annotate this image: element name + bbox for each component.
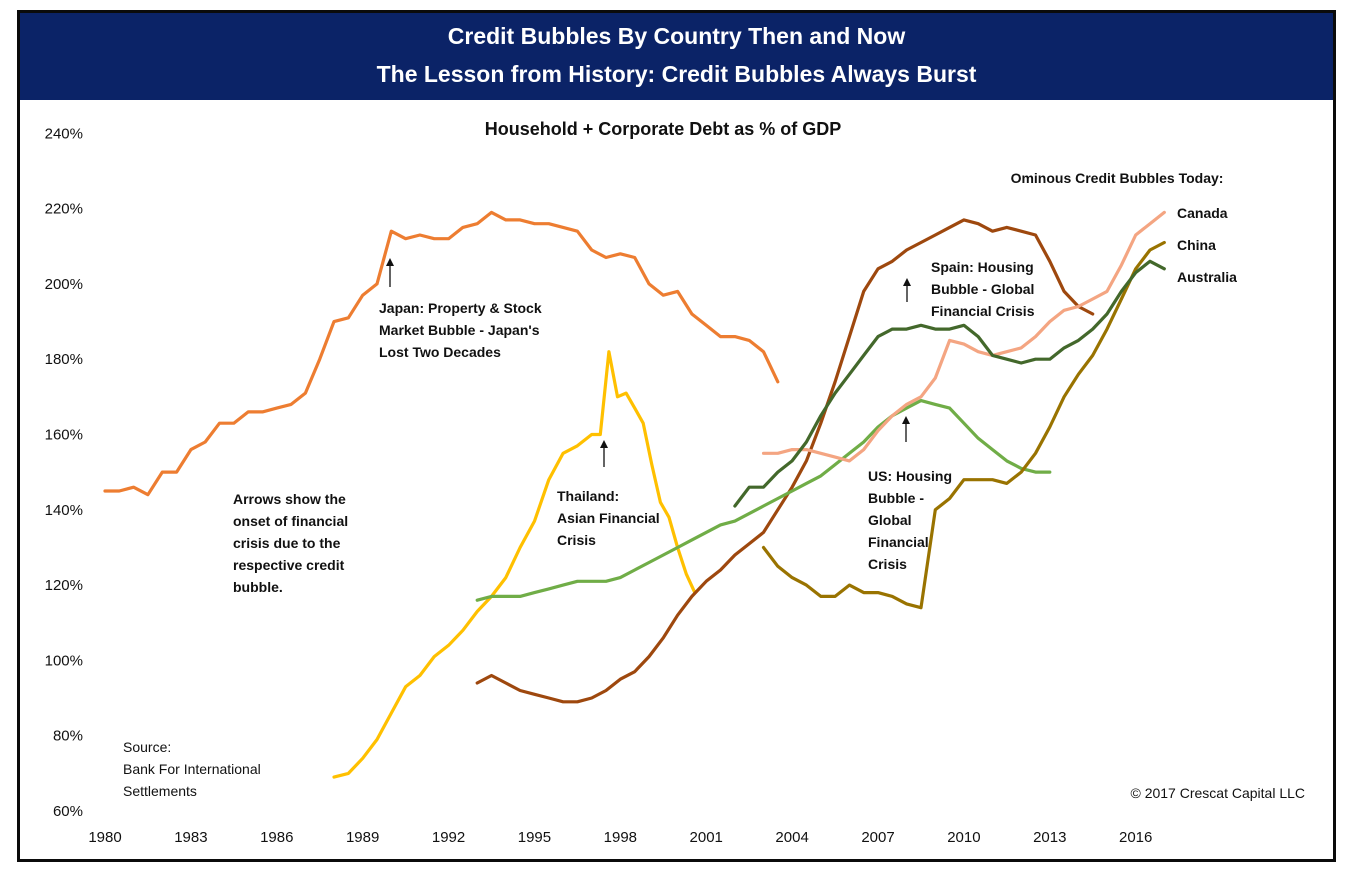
x-tick-label: 2001 xyxy=(690,829,723,846)
title-banner: Credit Bubbles By Country Then and Now T… xyxy=(20,13,1333,100)
series-labels: Canada China Australia xyxy=(1177,205,1237,285)
series-label-canada: Canada xyxy=(1177,205,1228,221)
series-line-australia xyxy=(733,259,1166,508)
series-label-china: China xyxy=(1177,237,1216,253)
chart-title: Household + Corporate Debt as % of GDP xyxy=(485,119,842,139)
series-line-spain xyxy=(475,218,1095,704)
crisis-arrow-head xyxy=(386,258,394,266)
annotation-spain: Spain: Housing Bubble - Global Financial C… xyxy=(931,259,1035,319)
series-line-us xyxy=(475,399,1052,602)
legend-heading: Ominous Credit Bubbles Today: xyxy=(1011,170,1224,186)
x-tick-label: 1989 xyxy=(346,829,379,846)
chart-frame: Credit Bubbles By Country Then and Now T… xyxy=(17,10,1336,862)
source-text: Source: Bank For International Settlements xyxy=(123,739,261,799)
y-axis: 60% 80% 100% 120% 140% 160% 180% 200% 220% 240% xyxy=(45,125,83,820)
series-label-australia: Australia xyxy=(1177,269,1237,285)
y-tick-label: 120% xyxy=(45,577,83,594)
crisis-arrow-head xyxy=(903,278,911,286)
x-tick-label: 2007 xyxy=(861,829,894,846)
crisis-arrow-head xyxy=(902,416,910,424)
source-note: Source: Bank For International Settlements xyxy=(123,739,261,799)
x-tick-label: 1986 xyxy=(260,829,293,846)
y-tick-label: 140% xyxy=(45,502,83,519)
series-line-japan xyxy=(103,210,780,497)
y-tick-label: 180% xyxy=(45,351,83,368)
y-tick-label: 240% xyxy=(45,125,83,142)
y-tick-label: 80% xyxy=(53,728,83,745)
annotations: Japan: Property & Stock Market Bubble - J… xyxy=(233,259,1035,595)
y-tick-label: 220% xyxy=(45,201,83,218)
y-tick-label: 160% xyxy=(45,427,83,444)
crisis-arrows xyxy=(386,258,911,467)
annotation-us: US: Housing Bubble -Global Financial Crisis xyxy=(868,468,952,572)
series-line-china xyxy=(761,240,1166,610)
copyright: © 2017 Crescat Capital LLC xyxy=(1130,785,1305,801)
x-tick-label: 1995 xyxy=(518,829,551,846)
annotation-arrows-note: Arrows show the onset of financial crisis … xyxy=(233,491,348,595)
x-tick-label: 2010 xyxy=(947,829,980,846)
x-tick-label: 2016 xyxy=(1119,829,1152,846)
y-tick-label: 60% xyxy=(53,803,83,820)
x-axis: 1980 1983 1986 1989 1992 1995 1998 2001 2004 2007… xyxy=(88,829,1152,846)
annotation-thailand: Thailand: Asian Financial Crisis xyxy=(557,488,660,548)
x-tick-label: 1998 xyxy=(604,829,637,846)
series-lines xyxy=(103,210,1166,779)
x-tick-label: 2013 xyxy=(1033,829,1066,846)
banner-title: Credit Bubbles By Country Then and Now xyxy=(447,23,906,49)
annotation-japan: Japan: Property & Stock Market Bubble - J… xyxy=(379,300,542,360)
x-tick-label: 1992 xyxy=(432,829,465,846)
series-line-canada xyxy=(761,210,1166,463)
crisis-arrow-head xyxy=(600,440,608,448)
y-tick-label: 200% xyxy=(45,276,83,293)
x-tick-label: 2004 xyxy=(775,829,808,846)
banner-subtitle: The Lesson from History: Credit Bubbles … xyxy=(376,61,977,87)
y-tick-label: 100% xyxy=(45,652,83,669)
x-tick-label: 1980 xyxy=(88,829,121,846)
x-tick-label: 1983 xyxy=(174,829,207,846)
series-line-thailand xyxy=(332,350,697,779)
